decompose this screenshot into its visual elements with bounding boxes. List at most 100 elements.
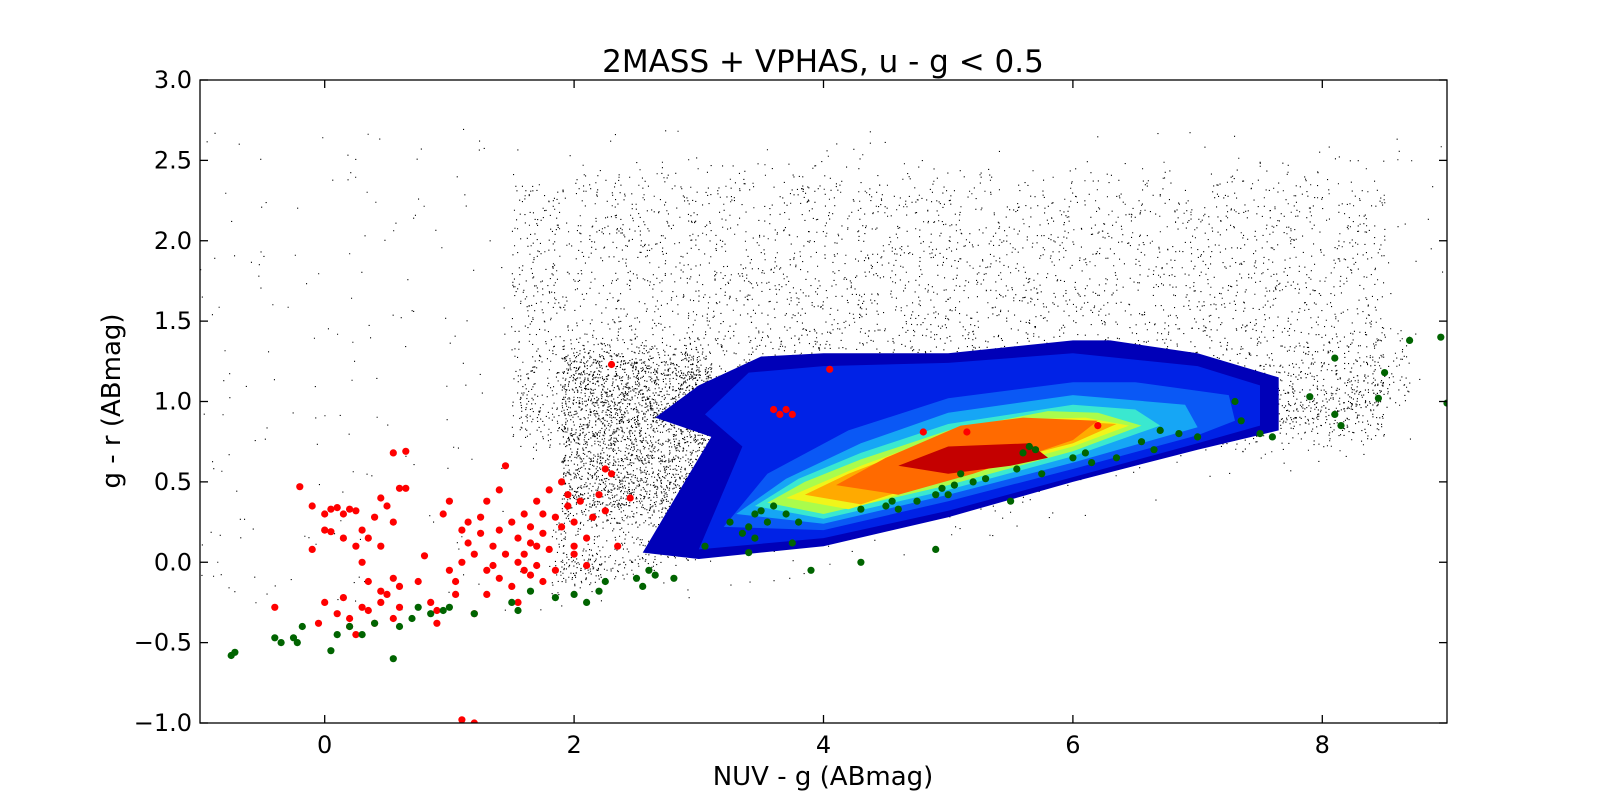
series-2-point [932,545,940,554]
y-tick-label: 0.5 [154,468,192,496]
series-1-point [483,497,491,505]
series-1-point [770,405,778,414]
series-1-point [358,603,366,611]
series-1-point [545,486,553,494]
series-1-point [414,577,422,586]
series-1-point [520,566,528,574]
series-2-point [1088,459,1096,467]
series-1-point [433,606,441,615]
series-2-point [1337,422,1345,430]
series-2-point [595,587,603,595]
series-1-point [364,577,372,586]
series-2-point [298,622,306,631]
series-2-point [389,655,397,663]
series-2-point [1306,393,1314,401]
series-1-point [346,505,354,513]
series-1-point [358,558,366,566]
series-1-point [339,594,347,602]
series-2-point [1268,433,1276,441]
contour-level-10 [898,443,1048,474]
series-1-point [389,449,397,457]
series-2-point [583,598,591,607]
series-2-point [651,571,659,579]
series-2-point [757,507,765,515]
series-2-point [1175,430,1183,438]
series-2-point [726,518,734,526]
series-1-point [296,483,304,491]
series-1-point [526,571,535,579]
series-2-point [645,566,653,574]
series-2-point [1331,354,1339,362]
series-2-point [982,475,990,483]
series-2-point [1081,449,1089,457]
series-1-point [501,550,510,558]
series-2-point [371,619,379,627]
series-1-point [389,614,397,623]
series-1-point [520,510,528,518]
series-2-point [1256,430,1264,438]
x-tick-label: 0 [317,731,332,759]
series-2-point [470,610,478,618]
series-1-point [483,566,491,574]
series-1-point [383,590,391,599]
series-1-point [583,534,591,542]
x-tick-label: 6 [1065,731,1080,759]
series-2-point [1013,465,1021,473]
series-1-point [601,507,609,515]
series-1-point [339,510,347,518]
series-2-point [745,549,753,557]
series-2-point [857,505,865,513]
series-2-point [333,631,341,639]
series-2-point [445,603,453,611]
series-1-point [495,574,503,582]
series-2-point [1156,426,1164,434]
series-2-point [1007,497,1015,505]
series-2-point [1231,397,1239,406]
series-1-point [402,484,410,492]
series-1-point [371,513,379,521]
x-tick-label: 2 [566,731,581,759]
series-2-point [763,518,772,526]
series-2-point [938,484,946,492]
series-2-point [277,639,285,647]
series-2-point [508,598,516,607]
series-1-point [551,566,560,574]
series-1-point [564,491,572,499]
series-1-point [539,510,547,518]
series-1-point [377,587,385,595]
series-2-point [271,634,279,642]
series-1-point [533,497,541,505]
series-2-point [770,502,778,510]
series-1-point [445,497,453,505]
series-2-point [795,518,803,526]
series-1-point [470,550,478,558]
series-2-point [231,648,239,656]
series-1-point [495,486,503,494]
series-1-point [395,603,404,611]
series-2-point [1031,446,1040,454]
series-1-point [477,529,485,537]
series-2-point [1137,438,1146,446]
series-1-point [327,505,335,513]
y-tick-label: −1.0 [134,709,192,737]
series-2-point [570,590,578,599]
series-1-point [539,529,547,537]
series-1-point [1094,422,1102,430]
series-2-point [289,634,298,642]
series-1-point [570,542,578,550]
series-1-point [333,610,341,618]
series-2-point [807,566,815,574]
series-1-point [477,513,485,521]
series-1-point [452,590,460,599]
series-1-point [826,365,834,373]
series-2-point [1374,394,1382,402]
series-1-point [576,497,584,505]
series-2-point [944,491,952,499]
series-1-point [483,590,491,599]
series-1-point [508,582,516,591]
series-1-point [352,507,360,515]
series-2-point [888,497,896,505]
series-1-point [452,577,460,586]
y-tick-label: 2.0 [154,227,192,255]
series-2-point [1437,333,1445,341]
